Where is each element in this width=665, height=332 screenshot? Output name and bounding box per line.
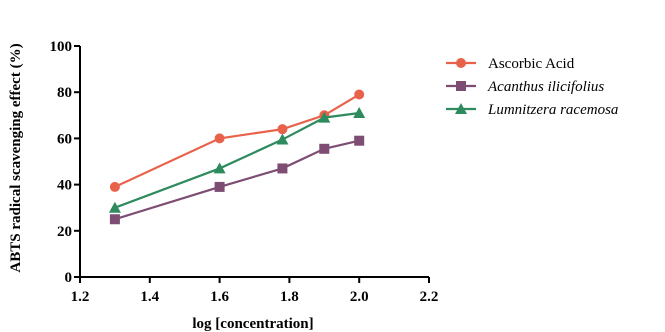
x-axis-title: log [concentration] [192,316,313,332]
series-acanthus-ilicifolius [109,135,365,225]
legend-marker [455,103,467,114]
data-point [214,133,225,144]
legend-label: Ascorbic Acid [488,56,575,72]
x-tick-label: 1.6 [210,289,229,305]
x-tick-label: 2.0 [350,289,369,305]
y-tick-label: 80 [57,85,72,101]
y-tick-label: 60 [57,131,72,147]
y-tick-label: 0 [65,270,73,286]
series-layer [108,89,366,225]
data-point [277,163,288,174]
x-tick-label: 2.2 [420,289,439,305]
x-tick-label: 1.2 [71,289,90,305]
data-point [214,181,225,192]
y-ticks: 0 20 40 60 80 100 [50,39,80,286]
legend-item-lumnitzera-racemosa: Lumnitzera racemosa [446,102,618,118]
data-point [319,143,330,154]
y-tick-label: 20 [57,224,72,240]
legend-label: Acanthus ilicifolius [487,79,604,95]
y-tick-label: 40 [57,178,72,194]
x-tick-label: 1.8 [280,289,299,305]
data-point [318,111,331,123]
data-point [354,135,365,146]
y-tick-label: 100 [50,39,73,55]
data-point [277,124,288,135]
data-point [213,162,226,174]
data-point [109,181,120,192]
series-line [114,93,360,188]
data-point [276,133,289,145]
x-tick-label: 1.4 [140,289,159,305]
series-ascorbic-acid [109,89,365,192]
y-axis-title: ABTS radical scavenging effect (%) [8,43,24,272]
legend-label: Lumnitzera racemosa [487,102,618,118]
data-point [353,106,366,118]
series-line [114,111,360,209]
legend-marker [456,58,466,68]
x-ticks: 1.2 1.4 1.6 1.8 2.0 2.2 [71,277,439,305]
series-lumnitzera-racemosa [108,106,366,213]
axes: 1.2 1.4 1.6 1.8 2.0 2.2 0 20 40 60 80 100 [50,39,439,305]
legend-item-ascorbic-acid: Ascorbic Acid [446,56,575,72]
legend-marker [456,81,466,91]
data-point [354,89,365,100]
legend-item-acanthus-ilicifolius: Acanthus ilicifolius [446,79,604,95]
data-point [109,214,120,225]
data-point [108,201,121,213]
legend: Ascorbic Acid Acanthus ilicifolius Lumnitz… [446,56,618,118]
